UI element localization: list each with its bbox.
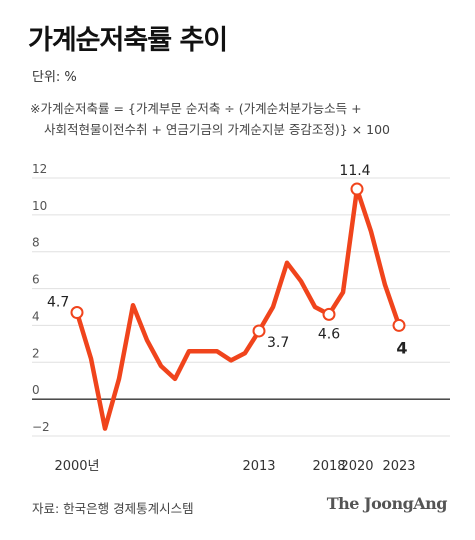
formula-note: ※가계순저축률 = {가계부문 순저축 ÷ (가계순처분가능소득 + 사회적현물…: [30, 98, 390, 140]
y-tick-label: 4: [32, 309, 40, 323]
y-tick-label: 10: [32, 199, 47, 213]
point-marker: [70, 306, 84, 320]
point-markers: [70, 182, 406, 338]
x-tick-label: 2020: [340, 459, 373, 474]
formula-note-line-1: ※가계순저축률 = {가계부문 순저축 ÷ (가계순처분가능소득 +: [30, 101, 362, 116]
source-label: 자료: 한국은행 경제통계시스템: [32, 501, 194, 516]
x-tick-label: 2018: [312, 459, 345, 474]
data-labels: 4.7 3.7 4.6 11.4 4: [47, 163, 408, 357]
y-tick-label: 2: [32, 346, 40, 360]
data-label: 4.6: [318, 326, 340, 342]
x-tick-label: 2023: [382, 459, 415, 474]
series-line-group: [74, 186, 402, 431]
unit-label: 단위: %: [32, 70, 77, 85]
data-label: 4: [396, 338, 407, 357]
point-marker: [252, 324, 266, 338]
point-marker: [322, 307, 336, 321]
y-tick-label: 12: [32, 162, 47, 176]
x-tick-label: 2013: [242, 459, 275, 474]
brand-logo: The JoongAng: [326, 494, 448, 513]
x-tick-label: 2000년: [54, 459, 99, 474]
series-line: [74, 186, 402, 431]
data-label: 4.7: [47, 295, 69, 311]
point-marker: [350, 182, 364, 196]
formula-note-line-2: 사회적현물이전수취 + 연금기금의 가계순지분 증감조정)} × 100: [44, 122, 390, 137]
y-tick-label: −2: [32, 420, 50, 434]
data-label: 3.7: [267, 335, 289, 351]
data-label: 11.4: [339, 163, 370, 179]
chart-title: 가계순저축률 추이: [28, 25, 228, 56]
y-tick-label: 0: [32, 383, 40, 397]
y-tick-label: 8: [32, 236, 40, 250]
y-tick-label: 6: [32, 273, 40, 287]
y-axis-ticks: 12 10 8 6 4 2 0 −2: [32, 162, 50, 434]
point-marker: [392, 318, 406, 332]
gridlines: [32, 177, 450, 437]
